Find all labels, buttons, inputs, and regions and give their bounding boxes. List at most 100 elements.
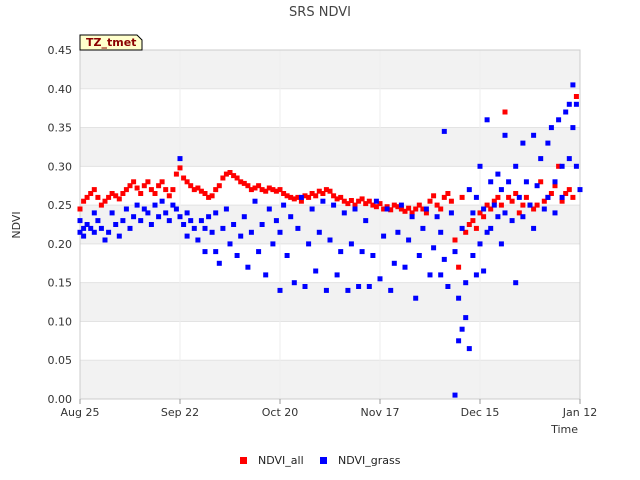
- data-point-NDVI_grass: [356, 284, 362, 289]
- data-point-NDVI_grass: [488, 225, 494, 231]
- data-point-NDVI_all: [181, 175, 187, 181]
- data-point-NDVI_all: [570, 194, 576, 200]
- data-point-NDVI_grass: [131, 214, 137, 220]
- legend-label-NDVI_all: NDVI_all: [258, 454, 304, 467]
- data-point-NDVI_grass: [502, 132, 508, 138]
- data-point-NDVI_all: [138, 191, 144, 196]
- data-point-NDVI_all: [156, 183, 162, 189]
- legend-label-NDVI_grass: NDVI_grass: [338, 454, 401, 467]
- data-point-NDVI_all: [556, 163, 562, 169]
- data-point-NDVI_all: [359, 196, 365, 202]
- data-point-NDVI_grass: [84, 222, 90, 227]
- y-tick-label: 0.25: [48, 199, 73, 212]
- data-point-NDVI_grass: [534, 183, 540, 189]
- data-point-NDVI_grass: [481, 268, 487, 274]
- data-point-NDVI_grass: [384, 206, 390, 212]
- data-point-NDVI_grass: [213, 249, 219, 255]
- data-point-NDVI_all: [459, 194, 465, 200]
- data-point-NDVI_grass: [531, 225, 537, 231]
- data-point-NDVI_grass: [177, 156, 183, 162]
- data-point-NDVI_all: [295, 194, 301, 200]
- data-point-NDVI_grass: [138, 218, 144, 224]
- data-point-NDVI_grass: [498, 187, 504, 193]
- data-point-NDVI_grass: [391, 260, 397, 266]
- data-point-NDVI_grass: [163, 210, 169, 216]
- data-point-NDVI_all: [427, 198, 433, 204]
- data-point-NDVI_grass: [77, 229, 83, 235]
- data-point-NDVI_grass: [545, 140, 551, 146]
- data-point-NDVI_all: [216, 183, 222, 189]
- data-point-NDVI_grass: [423, 206, 429, 212]
- data-point-NDVI_all: [209, 193, 215, 199]
- data-point-NDVI_all: [495, 194, 501, 200]
- data-point-NDVI_all: [452, 237, 458, 243]
- data-point-NDVI_all: [120, 191, 126, 196]
- y-tick-label: 0.45: [48, 44, 73, 57]
- data-point-NDVI_grass: [456, 295, 462, 301]
- data-point-NDVI_all: [102, 198, 108, 204]
- x-tick-label: Jan 12: [562, 406, 597, 419]
- data-point-NDVI_grass: [363, 218, 369, 224]
- data-point-NDVI_grass: [513, 280, 519, 286]
- data-point-NDVI_grass: [559, 194, 565, 200]
- timezone-badge-shape: [79, 34, 143, 51]
- data-point-NDVI_grass: [373, 198, 379, 204]
- data-point-NDVI_grass: [238, 233, 244, 239]
- data-point-NDVI_grass: [459, 225, 465, 231]
- data-point-NDVI_grass: [359, 249, 365, 255]
- data-points: [77, 82, 583, 398]
- data-point-NDVI_all: [498, 202, 504, 208]
- data-point-NDVI_grass: [441, 128, 447, 134]
- data-point-NDVI_grass: [459, 326, 465, 332]
- data-point-NDVI_all: [481, 214, 487, 220]
- data-point-NDVI_grass: [173, 206, 179, 212]
- data-point-NDVI_grass: [156, 214, 162, 220]
- data-point-NDVI_all: [370, 202, 376, 208]
- data-point-NDVI_all: [306, 194, 312, 200]
- data-point-NDVI_grass: [520, 140, 526, 146]
- data-point-NDVI_grass: [306, 241, 312, 247]
- data-point-NDVI_grass: [548, 125, 554, 131]
- data-point-NDVI_all: [477, 210, 483, 216]
- data-point-NDVI_grass: [220, 225, 226, 231]
- data-point-NDVI_all: [98, 202, 104, 208]
- data-point-NDVI_all: [541, 198, 547, 204]
- x-tick-label: Oct 20: [262, 406, 299, 419]
- x-axis-ticks: Aug 25 Sep 22 Oct 20 Nov 17 Dec 15 Jan 12: [61, 399, 597, 419]
- data-point-NDVI_grass: [91, 210, 97, 216]
- plot-frame: [79, 49, 581, 400]
- data-point-NDVI_all: [434, 202, 440, 208]
- data-point-NDVI_grass: [295, 225, 301, 231]
- data-point-NDVI_all: [177, 165, 183, 171]
- data-point-NDVI_all: [445, 191, 451, 196]
- data-point-NDVI_grass: [127, 225, 133, 231]
- data-point-NDVI_grass: [552, 210, 558, 216]
- data-point-NDVI_all: [406, 205, 412, 211]
- data-point-NDVI_all: [438, 206, 444, 212]
- data-point-NDVI_grass: [495, 214, 501, 220]
- x-tick-label: Aug 25: [61, 406, 100, 419]
- data-point-NDVI_all: [373, 204, 379, 210]
- data-point-NDVI_grass: [198, 218, 204, 224]
- data-point-NDVI_all: [398, 206, 404, 212]
- data-point-NDVI_grass: [366, 284, 372, 289]
- data-point-NDVI_all: [184, 179, 190, 185]
- data-point-NDVI_grass: [566, 101, 572, 107]
- data-point-NDVI_grass: [98, 225, 104, 231]
- data-point-NDVI_all: [256, 183, 262, 189]
- data-point-NDVI_all: [302, 193, 308, 199]
- data-point-NDVI_all: [338, 194, 344, 200]
- y-tick-label: 0.00: [48, 393, 73, 406]
- data-point-NDVI_all: [152, 191, 158, 196]
- y-tick-label: 0.15: [48, 277, 73, 290]
- data-point-NDVI_grass: [334, 272, 340, 278]
- data-point-NDVI_all: [309, 191, 315, 196]
- background-bands: [80, 50, 580, 399]
- data-point-NDVI_grass: [427, 272, 433, 278]
- data-point-NDVI_grass: [77, 218, 83, 224]
- data-point-NDVI_all: [366, 198, 372, 204]
- data-point-NDVI_all: [548, 191, 554, 196]
- data-point-NDVI_all: [463, 229, 469, 235]
- data-point-NDVI_grass: [566, 156, 572, 162]
- data-point-NDVI_grass: [166, 218, 172, 224]
